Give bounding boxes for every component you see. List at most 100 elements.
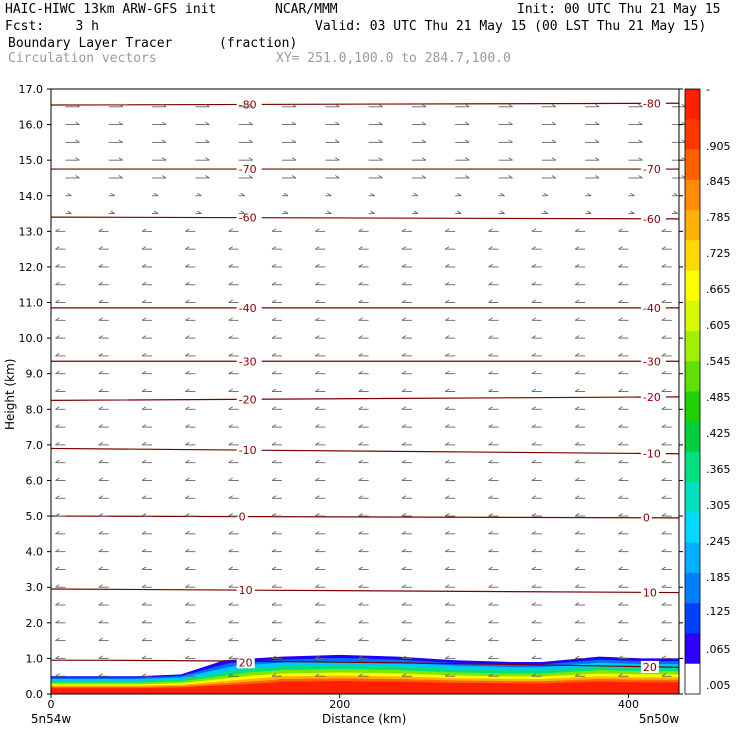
wind-vector-head <box>630 192 635 197</box>
y-tick-label: 7.0 <box>26 439 44 452</box>
wind-vector-head <box>271 530 277 535</box>
wind-vector-head <box>248 103 253 108</box>
contour-label: 20 <box>239 656 253 669</box>
wind-vector-head <box>55 281 60 286</box>
contour-line <box>50 659 680 668</box>
wind-vector-head <box>638 175 643 179</box>
contour-label: -60 <box>643 213 661 226</box>
wind-vector-head <box>574 530 580 535</box>
contour-line <box>50 447 680 455</box>
wind-vector-head <box>283 192 289 197</box>
contour-label-bg <box>236 584 255 597</box>
wind-vector-head <box>98 530 103 535</box>
wind-vector-head <box>315 335 320 339</box>
y-tick-label: 16.0 <box>19 119 44 132</box>
wind-vector-head <box>335 121 340 125</box>
wind-vector-head <box>315 442 320 446</box>
wind-vector-head <box>55 406 60 410</box>
wind-vector-head <box>574 317 580 321</box>
wind-vector-head <box>618 388 623 392</box>
wind-vector-head <box>271 655 277 659</box>
wind-vector-head <box>661 619 667 624</box>
wind-vector-head <box>98 264 103 268</box>
colorbar-label: .125 <box>706 605 731 618</box>
wind-vector-head <box>508 157 513 161</box>
contour-label: 10 <box>239 584 253 597</box>
wind-vector-head <box>185 424 190 428</box>
wind-vector-head <box>488 281 493 286</box>
wind-vector-head <box>358 335 363 339</box>
wind-vector-head <box>228 584 233 588</box>
wind-vector-head <box>488 584 493 588</box>
wind-vector-head <box>444 459 450 464</box>
organization: NCAR/MMM <box>275 2 338 17</box>
contour-label: -80 <box>643 97 661 110</box>
wind-vector-head <box>488 335 493 339</box>
wind-vector-head <box>197 192 202 197</box>
wind-vector-head <box>500 210 505 214</box>
wind-vector-head <box>55 619 60 624</box>
wind-vector-head <box>248 157 253 161</box>
wind-vector-head <box>531 513 537 517</box>
wind-vector-head <box>574 442 580 446</box>
wind-vector-head <box>315 513 320 517</box>
wind-vector-head <box>118 103 123 108</box>
contour-line <box>50 396 680 401</box>
wind-vector-head <box>141 495 147 499</box>
wind-vector-head <box>661 530 667 535</box>
wind-vector-head <box>315 424 320 428</box>
wind-vector-head <box>55 477 60 481</box>
contour-label-bg <box>236 656 255 669</box>
wind-vector-head <box>67 210 72 214</box>
wind-vector-head <box>574 264 580 268</box>
wind-vector-head <box>185 655 190 659</box>
wind-vector-head <box>618 442 623 446</box>
plot-frame <box>50 88 680 695</box>
colorbar-label: .545 <box>706 355 731 368</box>
wind-vector-head <box>141 584 147 588</box>
wind-vector-head <box>421 157 427 161</box>
wind-vector-head <box>98 353 103 357</box>
wind-vector-head <box>228 317 233 321</box>
wind-vector-head <box>185 228 190 232</box>
wind-vector-head <box>228 228 233 232</box>
wind-vector-head <box>444 388 450 392</box>
wind-vector-head <box>661 566 667 570</box>
wind-vector-head <box>185 388 190 392</box>
wind-vector-head <box>444 353 450 357</box>
wind-vector-head <box>531 388 537 392</box>
wind-vector-head <box>118 121 123 125</box>
wind-vector-head <box>618 264 623 268</box>
wind-vector-head <box>358 246 363 250</box>
wind-vector-head <box>358 477 363 481</box>
wind-vector-head <box>185 264 190 268</box>
wind-vector-head <box>358 424 363 428</box>
colorbar-swatch <box>685 89 700 120</box>
wind-vector-head <box>594 139 600 143</box>
wind-vector-head <box>444 619 450 624</box>
wind-vector-head <box>55 388 60 392</box>
wind-vector-head <box>618 655 623 659</box>
wind-vector-head <box>574 477 580 481</box>
wind-vector-head <box>185 637 190 641</box>
wind-vector-head <box>531 459 537 464</box>
wind-vector-head <box>464 121 470 125</box>
wind-vector-head <box>228 619 233 624</box>
wind-vector-head <box>271 406 277 410</box>
y-tick-label: 1.0 <box>26 652 44 665</box>
wind-vector-head <box>531 655 537 659</box>
wind-vector-head <box>618 477 623 481</box>
contour-label-bg <box>236 393 262 406</box>
colorbar-swatch <box>685 603 700 634</box>
wind-vector-head <box>185 619 190 624</box>
y-tick-label: 0.0 <box>26 688 44 701</box>
wind-vector-head <box>401 655 407 659</box>
wind-vector-head <box>661 655 667 659</box>
colorbar-swatch <box>685 421 700 453</box>
contour-label: 0 <box>239 511 246 524</box>
model-title: HAIC-HIWC 13km ARW-GFS init <box>5 2 217 17</box>
contour-label: -20 <box>239 393 257 406</box>
wind-vector-head <box>661 584 667 588</box>
wind-vector-head <box>185 530 190 535</box>
colorbar-label: .665 <box>706 283 731 296</box>
